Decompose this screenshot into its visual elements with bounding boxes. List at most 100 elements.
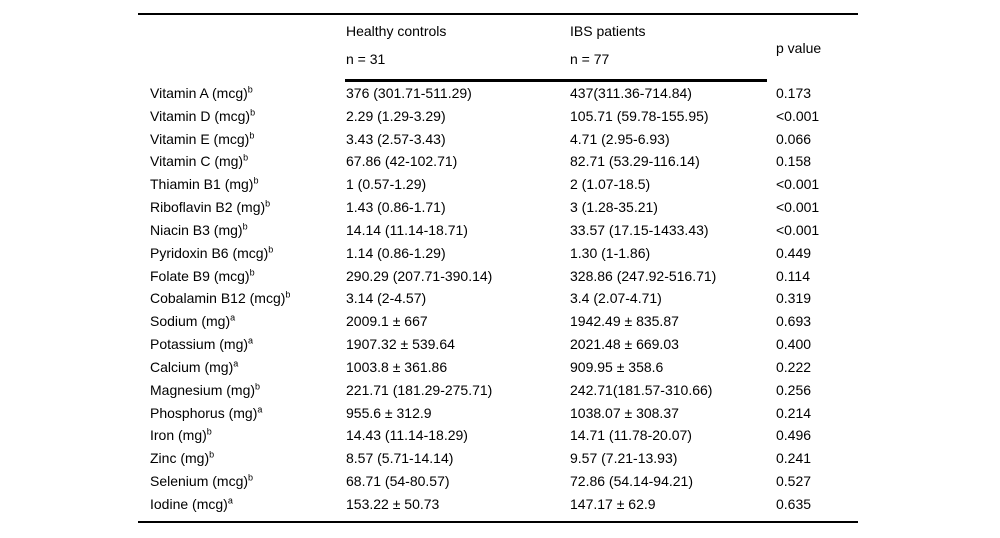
footnote-superscript: b xyxy=(209,449,215,460)
table-row: Niacin B3 (mg)b 14.14 (11.14-18.71) 33.5… xyxy=(150,219,866,242)
nutrient-label: Folate B9 (mcg)b xyxy=(150,266,255,284)
healthy-controls-n: n = 31 xyxy=(346,51,386,67)
table-row: Zinc (mg)b 8.57 (5.71-14.14) 9.57 (7.21-… xyxy=(150,447,866,470)
table-row: Riboflavin B2 (mg)b 1.43 (0.86-1.71) 3 (… xyxy=(150,196,866,219)
p-value: 0.241 xyxy=(776,450,812,467)
healthy-controls-value: 1.43 (0.86-1.71) xyxy=(346,199,446,216)
p-value: 0.319 xyxy=(776,290,812,307)
p-value: 0.114 xyxy=(776,267,810,284)
footnote-superscript: b xyxy=(249,266,255,277)
healthy-controls-value: 376 (301.71-511.29) xyxy=(346,85,472,101)
footnote-superscript: b xyxy=(268,244,274,255)
healthy-controls-value: 67.86 (42-102.71) xyxy=(346,153,458,170)
healthy-controls-value: 2.29 (1.29-3.29) xyxy=(346,107,446,124)
column-header-p-value: p value xyxy=(776,40,822,56)
nutrient-label: Iodine (mcg)a xyxy=(150,495,233,512)
footnote-superscript: b xyxy=(248,472,254,483)
nutrient-label: Selenium (mcg)b xyxy=(150,472,254,490)
table-bottom-rule xyxy=(138,521,858,523)
p-value: 0.256 xyxy=(776,381,812,398)
nutrient-label: Sodium (mg)a xyxy=(150,312,236,330)
table-row: Vitamin C (mg)b 67.86 (42-102.71) 82.71 … xyxy=(150,150,866,173)
ibs-patients-value: 3.4 (2.07-4.71) xyxy=(570,290,662,307)
footnote-superscript: b xyxy=(242,221,248,232)
p-value: <0.001 xyxy=(776,107,820,124)
nutrient-label: Niacin B3 (mg)b xyxy=(150,221,248,238)
column-header-ibs-patients: IBS patients n = 77 xyxy=(570,23,646,79)
footnote-superscript: b xyxy=(285,289,291,300)
healthy-controls-value: 14.43 (11.14-18.29) xyxy=(346,427,468,444)
nutrient-label: Calcium (mg)a xyxy=(150,358,239,375)
ibs-patients-value: 33.57 (17.15-1433.43) xyxy=(570,221,709,238)
ibs-patients-value: 4.71 (2.95-6.93) xyxy=(570,130,670,147)
ibs-patients-value: 9.57 (7.21-13.93) xyxy=(570,450,678,467)
p-value: 0.158 xyxy=(776,153,812,170)
ibs-patients-value: 242.71(181.57-310.66) xyxy=(570,381,713,398)
ibs-patients-value: 147.17 ± 62.9 xyxy=(570,495,656,512)
p-value: <0.001 xyxy=(776,199,820,216)
footnote-superscript: b xyxy=(255,381,261,392)
table-row: Magnesium (mg)b 221.71 (181.29-275.71) 2… xyxy=(150,379,866,402)
ibs-patients-n: n = 77 xyxy=(570,51,610,67)
p-value: 0.400 xyxy=(776,336,812,353)
ibs-patients-value: 1942.49 ± 835.87 xyxy=(570,313,679,330)
healthy-controls-value: 1003.8 ± 361.86 xyxy=(346,358,448,375)
p-value: 0.449 xyxy=(776,244,812,261)
table-top-rule xyxy=(138,13,858,15)
table-row: Cobalamin B12 (mcg)b 3.14 (2-4.57) 3.4 (… xyxy=(150,287,866,310)
table-header-rule xyxy=(345,79,767,82)
footnote-superscript: a xyxy=(257,403,263,414)
healthy-controls-value: 153.22 ± 50.73 xyxy=(346,495,440,512)
table-row: Phosphorus (mg)a 955.6 ± 312.9 1038.07 ±… xyxy=(150,402,866,425)
healthy-controls-value: 1.14 (0.86-1.29) xyxy=(346,244,446,261)
healthy-controls-value: 2009.1 ± 667 xyxy=(346,313,428,330)
healthy-controls-value: 3.43 (2.57-3.43) xyxy=(346,130,446,147)
footnote-superscript: b xyxy=(249,130,255,140)
footnote-superscript: a xyxy=(230,312,236,323)
ibs-patients-value: 1038.07 ± 308.37 xyxy=(570,404,679,421)
nutrient-label: Thiamin B1 (mg)b xyxy=(150,175,259,193)
footnote-superscript: b xyxy=(250,107,256,118)
ibs-patients-value: 105.71 (59.78-155.95) xyxy=(570,107,709,124)
footnote-superscript: a xyxy=(227,495,233,506)
nutrient-label: Cobalamin B12 (mcg)b xyxy=(150,289,291,307)
ibs-patients-value: 1.30 (1-1.86) xyxy=(570,244,651,261)
p-value: 0.214 xyxy=(776,404,812,421)
ibs-patients-value: 909.95 ± 358.6 xyxy=(570,358,664,375)
healthy-controls-value: 955.6 ± 312.9 xyxy=(346,404,432,421)
footnote-superscript: b xyxy=(247,84,253,95)
table-body: Vitamin A (mcg)b 376 (301.71-511.29) 437… xyxy=(150,82,866,516)
p-value: 0.693 xyxy=(776,313,812,330)
footnote-superscript: b xyxy=(206,426,212,437)
healthy-controls-value: 8.57 (5.71-14.14) xyxy=(346,450,454,467)
table-row: Potassium (mg)a 1907.32 ± 539.64 2021.48… xyxy=(150,333,866,356)
p-value: 0.222 xyxy=(776,358,812,375)
p-value: <0.001 xyxy=(776,176,820,193)
healthy-controls-value: 290.29 (207.71-390.14) xyxy=(346,267,493,284)
p-value: 0.496 xyxy=(776,427,812,444)
footnote-superscript: b xyxy=(265,198,271,209)
ibs-patients-value: 437(311.36-714.84) xyxy=(570,85,692,101)
table-row: Selenium (mcg)b 68.71 (54-80.57) 72.86 (… xyxy=(150,470,866,493)
ibs-patients-value: 328.86 (247.92-516.71) xyxy=(570,267,717,284)
table-row: Calcium (mg)a 1003.8 ± 361.86 909.95 ± 3… xyxy=(150,356,866,379)
nutrient-label: Potassium (mg)a xyxy=(150,335,254,353)
nutrient-label: Riboflavin B2 (mg)b xyxy=(150,198,271,216)
footnote-superscript: a xyxy=(233,358,239,369)
healthy-controls-value: 1 (0.57-1.29) xyxy=(346,176,427,193)
ibs-patients-value: 3 (1.28-35.21) xyxy=(570,199,658,216)
ibs-patients-value: 72.86 (54.14-94.21) xyxy=(570,473,693,490)
ibs-patients-title: IBS patients xyxy=(570,23,646,39)
table-row: Vitamin A (mcg)b 376 (301.71-511.29) 437… xyxy=(150,82,866,105)
healthy-controls-value: 221.71 (181.29-275.71) xyxy=(346,381,493,398)
p-value: <0.001 xyxy=(776,221,820,238)
p-value: 0.066 xyxy=(776,130,812,147)
table-row: Iron (mg)b 14.43 (11.14-18.29) 14.71 (11… xyxy=(150,424,866,447)
table-row: Sodium (mg)a 2009.1 ± 667 1942.49 ± 835.… xyxy=(150,310,866,333)
table-row: Vitamin E (mcg)b 3.43 (2.57-3.43) 4.71 (… xyxy=(150,128,866,151)
p-value: 0.527 xyxy=(776,473,812,490)
table-row: Iodine (mcg)a 153.22 ± 50.73 147.17 ± 62… xyxy=(150,493,866,516)
healthy-controls-value: 1907.32 ± 539.64 xyxy=(346,336,455,353)
table-row: Pyridoxin B6 (mcg)b 1.14 (0.86-1.29) 1.3… xyxy=(150,242,866,265)
